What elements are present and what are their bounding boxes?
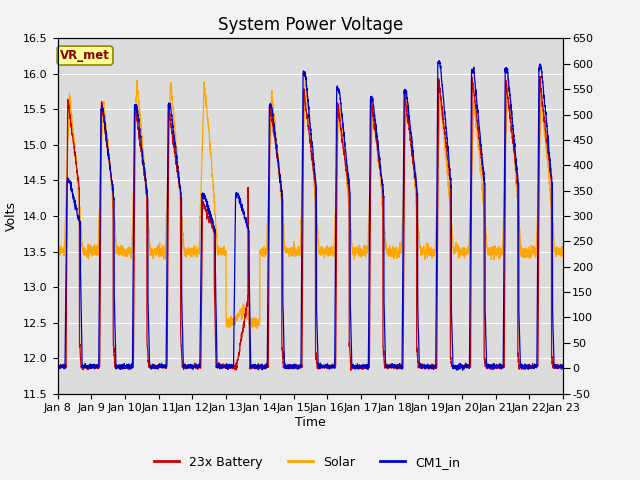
Text: VR_met: VR_met	[60, 49, 110, 62]
X-axis label: Time: Time	[295, 416, 326, 429]
Y-axis label: Volts: Volts	[4, 201, 17, 231]
Title: System Power Voltage: System Power Voltage	[218, 16, 403, 34]
Legend: 23x Battery, Solar, CM1_in: 23x Battery, Solar, CM1_in	[150, 451, 465, 474]
